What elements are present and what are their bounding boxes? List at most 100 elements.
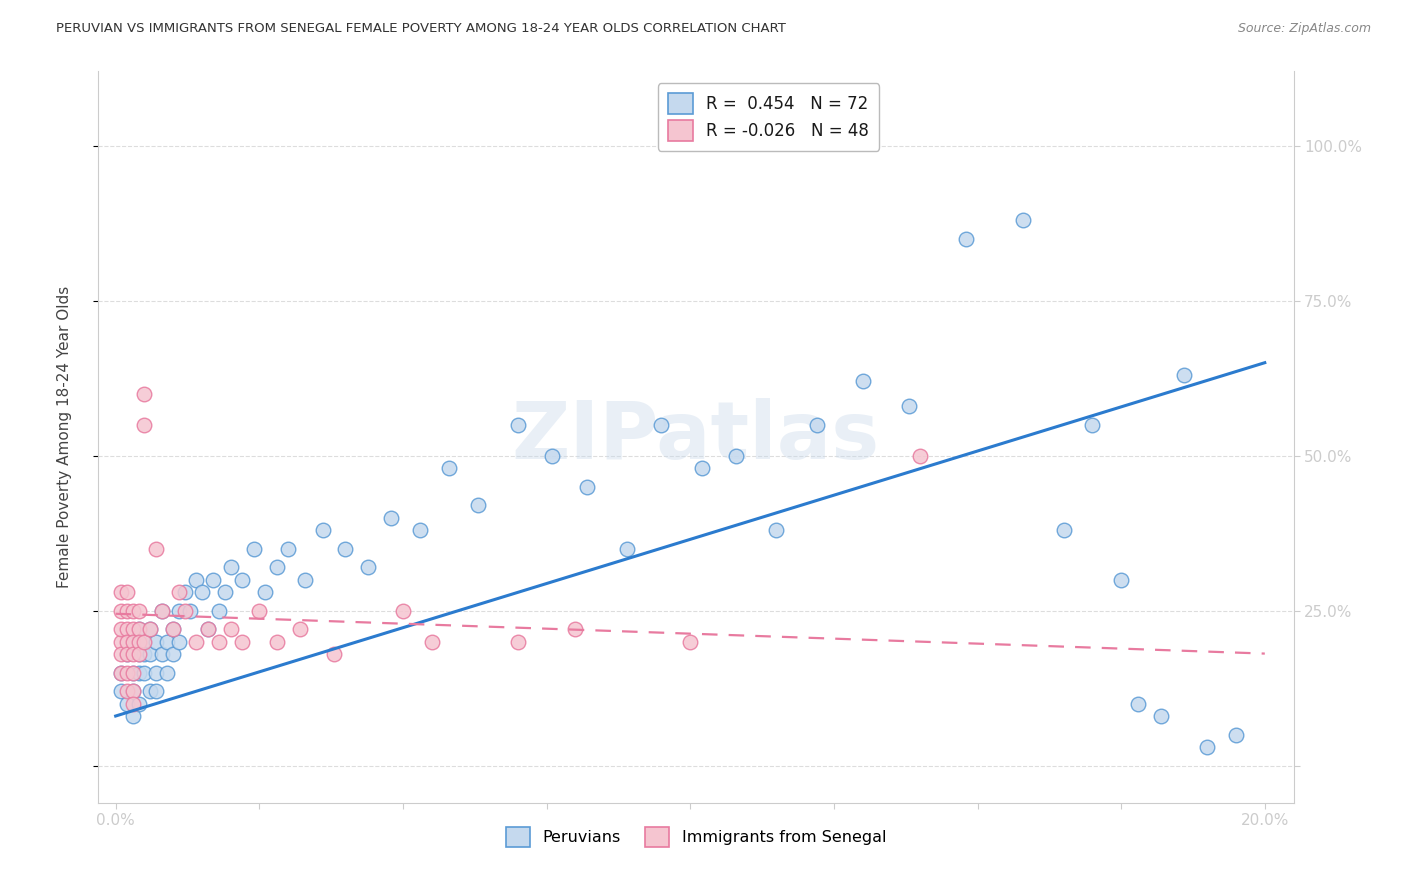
Point	[134, 665, 156, 680]
Point	[197, 622, 219, 636]
Point	[806, 417, 828, 432]
Point	[122, 684, 145, 698]
Point	[765, 523, 787, 537]
Point	[156, 634, 179, 648]
Point	[167, 634, 190, 648]
Point	[110, 622, 132, 636]
Point	[214, 585, 236, 599]
Y-axis label: Female Poverty Among 18-24 Year Olds: Female Poverty Among 18-24 Year Olds	[58, 286, 72, 588]
Point	[1150, 709, 1173, 723]
Point	[110, 665, 132, 680]
Point	[288, 622, 311, 636]
Text: PERUVIAN VS IMMIGRANTS FROM SENEGAL FEMALE POVERTY AMONG 18-24 YEAR OLDS CORRELA: PERUVIAN VS IMMIGRANTS FROM SENEGAL FEMA…	[56, 22, 786, 36]
Point	[277, 541, 299, 556]
Point	[184, 634, 207, 648]
Text: ZIPatlas: ZIPatlas	[512, 398, 880, 476]
Point	[242, 541, 264, 556]
Point	[191, 585, 214, 599]
Point	[128, 604, 150, 618]
Point	[380, 510, 402, 524]
Point	[115, 684, 138, 698]
Point	[650, 417, 672, 432]
Point	[115, 697, 138, 711]
Point	[908, 449, 931, 463]
Point	[202, 573, 225, 587]
Point	[115, 622, 138, 636]
Point	[219, 560, 242, 574]
Point	[1012, 213, 1035, 227]
Point	[179, 604, 201, 618]
Point	[357, 560, 380, 574]
Point	[145, 684, 167, 698]
Point	[219, 622, 242, 636]
Legend: Peruvians, Immigrants from Senegal: Peruvians, Immigrants from Senegal	[498, 820, 894, 855]
Point	[506, 417, 529, 432]
Point	[409, 523, 432, 537]
Point	[128, 622, 150, 636]
Point	[208, 634, 231, 648]
Point	[145, 634, 167, 648]
Point	[134, 647, 156, 661]
Point	[134, 634, 156, 648]
Point	[122, 634, 145, 648]
Point	[564, 622, 586, 636]
Point	[208, 604, 231, 618]
Point	[1128, 697, 1150, 711]
Point	[294, 573, 316, 587]
Point	[173, 585, 195, 599]
Point	[311, 523, 333, 537]
Point	[115, 647, 138, 661]
Point	[167, 604, 190, 618]
Point	[115, 585, 138, 599]
Point	[128, 665, 150, 680]
Point	[420, 634, 443, 648]
Point	[115, 634, 138, 648]
Point	[110, 665, 132, 680]
Point	[690, 461, 713, 475]
Point	[167, 585, 190, 599]
Point	[128, 647, 150, 661]
Point	[150, 647, 173, 661]
Point	[139, 622, 162, 636]
Point	[335, 541, 357, 556]
Point	[122, 622, 145, 636]
Point	[162, 647, 184, 661]
Point	[134, 417, 156, 432]
Point	[266, 560, 288, 574]
Point	[110, 684, 132, 698]
Point	[156, 665, 179, 680]
Point	[392, 604, 415, 618]
Point	[122, 647, 145, 661]
Point	[323, 647, 346, 661]
Point	[134, 634, 156, 648]
Point	[115, 647, 138, 661]
Point	[506, 634, 529, 648]
Point	[897, 399, 920, 413]
Point	[852, 374, 875, 388]
Point	[145, 541, 167, 556]
Point	[150, 604, 173, 618]
Point	[1173, 368, 1195, 383]
Point	[122, 665, 145, 680]
Point	[231, 634, 253, 648]
Point	[139, 684, 162, 698]
Point	[145, 665, 167, 680]
Point	[162, 622, 184, 636]
Point	[725, 449, 748, 463]
Point	[110, 647, 132, 661]
Point	[110, 604, 132, 618]
Point	[122, 709, 145, 723]
Point	[115, 604, 138, 618]
Point	[197, 622, 219, 636]
Point	[184, 573, 207, 587]
Point	[122, 634, 145, 648]
Point	[1225, 728, 1247, 742]
Point	[128, 647, 150, 661]
Text: Source: ZipAtlas.com: Source: ZipAtlas.com	[1237, 22, 1371, 36]
Point	[437, 461, 460, 475]
Point	[122, 604, 145, 618]
Point	[266, 634, 288, 648]
Point	[467, 498, 489, 512]
Point	[150, 604, 173, 618]
Point	[616, 541, 638, 556]
